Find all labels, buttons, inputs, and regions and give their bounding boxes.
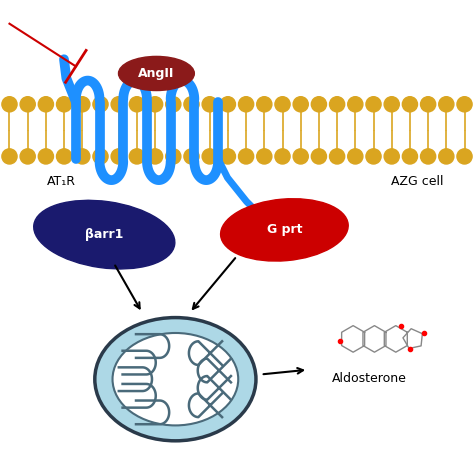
Circle shape: [457, 149, 472, 164]
Circle shape: [420, 149, 436, 164]
Circle shape: [311, 97, 327, 112]
Circle shape: [2, 97, 17, 112]
Circle shape: [293, 149, 308, 164]
Circle shape: [20, 97, 35, 112]
Circle shape: [348, 149, 363, 164]
Circle shape: [184, 149, 199, 164]
Circle shape: [384, 97, 399, 112]
Circle shape: [75, 149, 90, 164]
Ellipse shape: [112, 333, 238, 426]
Circle shape: [56, 149, 72, 164]
Circle shape: [20, 149, 35, 164]
Circle shape: [311, 149, 327, 164]
Circle shape: [129, 149, 145, 164]
Circle shape: [2, 149, 17, 164]
Circle shape: [38, 149, 54, 164]
Circle shape: [166, 149, 181, 164]
Circle shape: [329, 97, 345, 112]
Circle shape: [202, 149, 217, 164]
Circle shape: [93, 149, 108, 164]
Circle shape: [366, 97, 381, 112]
Circle shape: [184, 97, 199, 112]
Circle shape: [93, 97, 108, 112]
Text: G prt: G prt: [267, 223, 302, 237]
Circle shape: [439, 149, 454, 164]
Circle shape: [439, 97, 454, 112]
Ellipse shape: [95, 318, 256, 441]
Circle shape: [147, 97, 163, 112]
Circle shape: [147, 149, 163, 164]
Text: AZG cell: AZG cell: [391, 175, 443, 188]
Circle shape: [56, 97, 72, 112]
Circle shape: [111, 97, 126, 112]
Circle shape: [220, 97, 236, 112]
Circle shape: [329, 149, 345, 164]
Circle shape: [38, 97, 54, 112]
Text: AT₁R: AT₁R: [47, 175, 76, 188]
Circle shape: [238, 97, 254, 112]
Circle shape: [129, 97, 145, 112]
Circle shape: [257, 149, 272, 164]
Circle shape: [420, 97, 436, 112]
Text: Aldosterone: Aldosterone: [332, 372, 407, 385]
Circle shape: [402, 97, 418, 112]
Text: AngII: AngII: [138, 67, 174, 80]
Circle shape: [220, 149, 236, 164]
Circle shape: [402, 149, 418, 164]
Circle shape: [457, 97, 472, 112]
Circle shape: [275, 97, 290, 112]
Text: βarr1: βarr1: [85, 228, 123, 241]
Circle shape: [166, 97, 181, 112]
Circle shape: [348, 97, 363, 112]
Circle shape: [111, 149, 126, 164]
Circle shape: [257, 97, 272, 112]
Circle shape: [275, 149, 290, 164]
Circle shape: [238, 149, 254, 164]
Circle shape: [202, 97, 217, 112]
Circle shape: [293, 97, 308, 112]
Circle shape: [366, 149, 381, 164]
Ellipse shape: [220, 199, 348, 261]
Circle shape: [384, 149, 399, 164]
Ellipse shape: [118, 56, 194, 91]
Circle shape: [75, 97, 90, 112]
Ellipse shape: [34, 201, 175, 269]
